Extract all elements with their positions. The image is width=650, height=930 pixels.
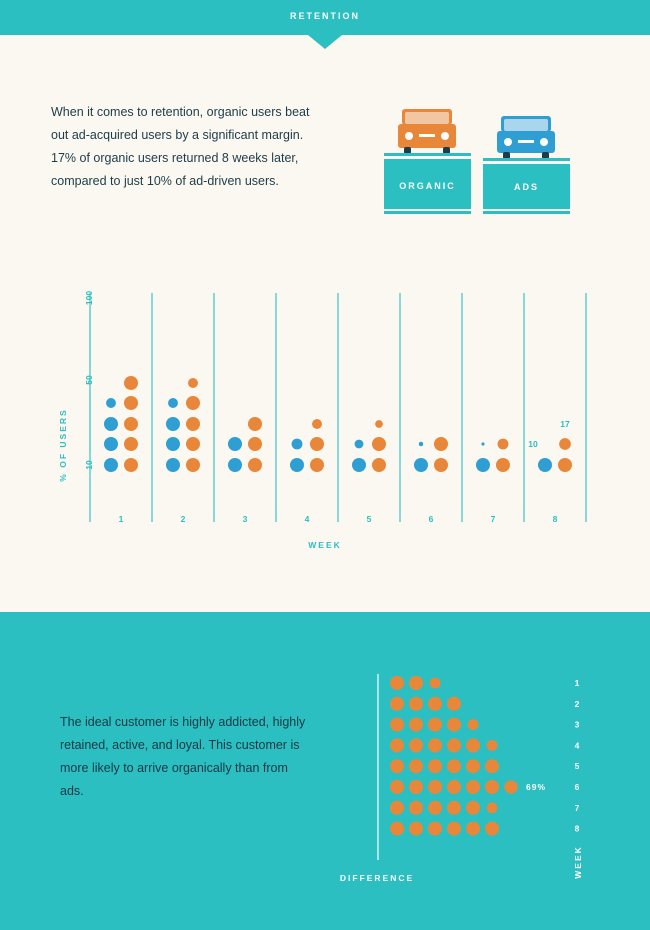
- organic-dot: [124, 376, 138, 390]
- ads-label-block: ADS: [483, 158, 570, 214]
- ads-dot: [476, 458, 490, 472]
- organic-dot: [124, 458, 138, 472]
- organic-dot: [186, 458, 200, 472]
- week-tick-label: 8: [553, 514, 558, 524]
- week-tick-label: 5: [367, 514, 372, 524]
- organic-dot: [124, 396, 138, 410]
- organic-dot: [124, 417, 138, 431]
- ads-label: ADS: [514, 182, 539, 192]
- organic-dot: [434, 437, 448, 451]
- ads-dot: [104, 417, 118, 431]
- intro-text: When it comes to retention, organic user…: [51, 105, 310, 188]
- ads-dot: [166, 458, 180, 472]
- y-tick-label: 50: [84, 375, 94, 385]
- ads-dot: [418, 441, 424, 447]
- organic-label: ORGANIC: [399, 181, 456, 191]
- organic-dot: [312, 419, 322, 429]
- organic-dot: [248, 437, 262, 451]
- organic-dot: [496, 458, 510, 472]
- week-tick-label: 6: [429, 514, 434, 524]
- ads-dot: [228, 437, 242, 451]
- week-tick-label: 4: [305, 514, 310, 524]
- organic-dot: [372, 437, 386, 451]
- ads-dot: [291, 438, 303, 450]
- organic-dot: [186, 396, 200, 410]
- ads-dot: [166, 417, 180, 431]
- page-title: RETENTION: [289, 11, 360, 21]
- organic-dot: [310, 437, 324, 451]
- difference-section: The ideal customer is highly addicted, h…: [0, 612, 650, 930]
- weekly-retention-chart: 10 50 100 1 2 3 4 5 6 7 8 17 10 % OF USERS WEEK: [58, 291, 587, 550]
- y-axis-label: % OF USERS: [58, 408, 68, 481]
- ads-dot: [538, 458, 552, 472]
- x-axis-label: WEEK: [308, 540, 342, 550]
- ads-dot: [354, 439, 364, 449]
- ads-car-icon: [497, 116, 555, 159]
- week-tick-label: 1: [119, 514, 124, 524]
- organic-dot: [188, 378, 198, 388]
- retention-banner: RETENTION: [0, 0, 650, 35]
- ads-dot: [228, 458, 242, 472]
- ads-dot: [104, 458, 118, 472]
- week-tick-label: 7: [491, 514, 496, 524]
- week-tick-label: 3: [243, 514, 248, 524]
- banner-arrow-icon: [308, 35, 342, 49]
- ads-dot: [166, 437, 180, 451]
- summary-text: The ideal customer is highly addicted, h…: [60, 715, 306, 798]
- ads-dot: [414, 458, 428, 472]
- organic-dot: [310, 458, 324, 472]
- ads-dot: [106, 398, 116, 408]
- ads-dot: [481, 442, 485, 446]
- week-tick-label: 2: [181, 514, 186, 524]
- ads-dot: [290, 458, 304, 472]
- ads-dot: [104, 437, 118, 451]
- organic-dot: [559, 438, 571, 450]
- ads-week8-label: 10: [528, 439, 538, 449]
- organic-dot: [372, 458, 386, 472]
- organic-label-block: ORGANIC: [384, 153, 471, 214]
- organic-dot: [434, 458, 448, 472]
- organic-week8-label: 17: [560, 419, 570, 429]
- organic-dot: [248, 458, 262, 472]
- ads-dot: [168, 398, 178, 408]
- organic-dot: [375, 420, 383, 428]
- organic-dot: [186, 437, 200, 451]
- organic-car-icon: [398, 109, 456, 154]
- organic-dot: [124, 437, 138, 451]
- organic-dot: [186, 417, 200, 431]
- organic-dot: [248, 417, 262, 431]
- organic-dot: [497, 438, 509, 450]
- ads-dot: [352, 458, 366, 472]
- y-tick-label: 10: [84, 460, 94, 470]
- legend-graphic: ORGANIC ADS: [384, 109, 570, 214]
- organic-dot: [558, 458, 572, 472]
- y-tick-label: 100: [84, 291, 94, 305]
